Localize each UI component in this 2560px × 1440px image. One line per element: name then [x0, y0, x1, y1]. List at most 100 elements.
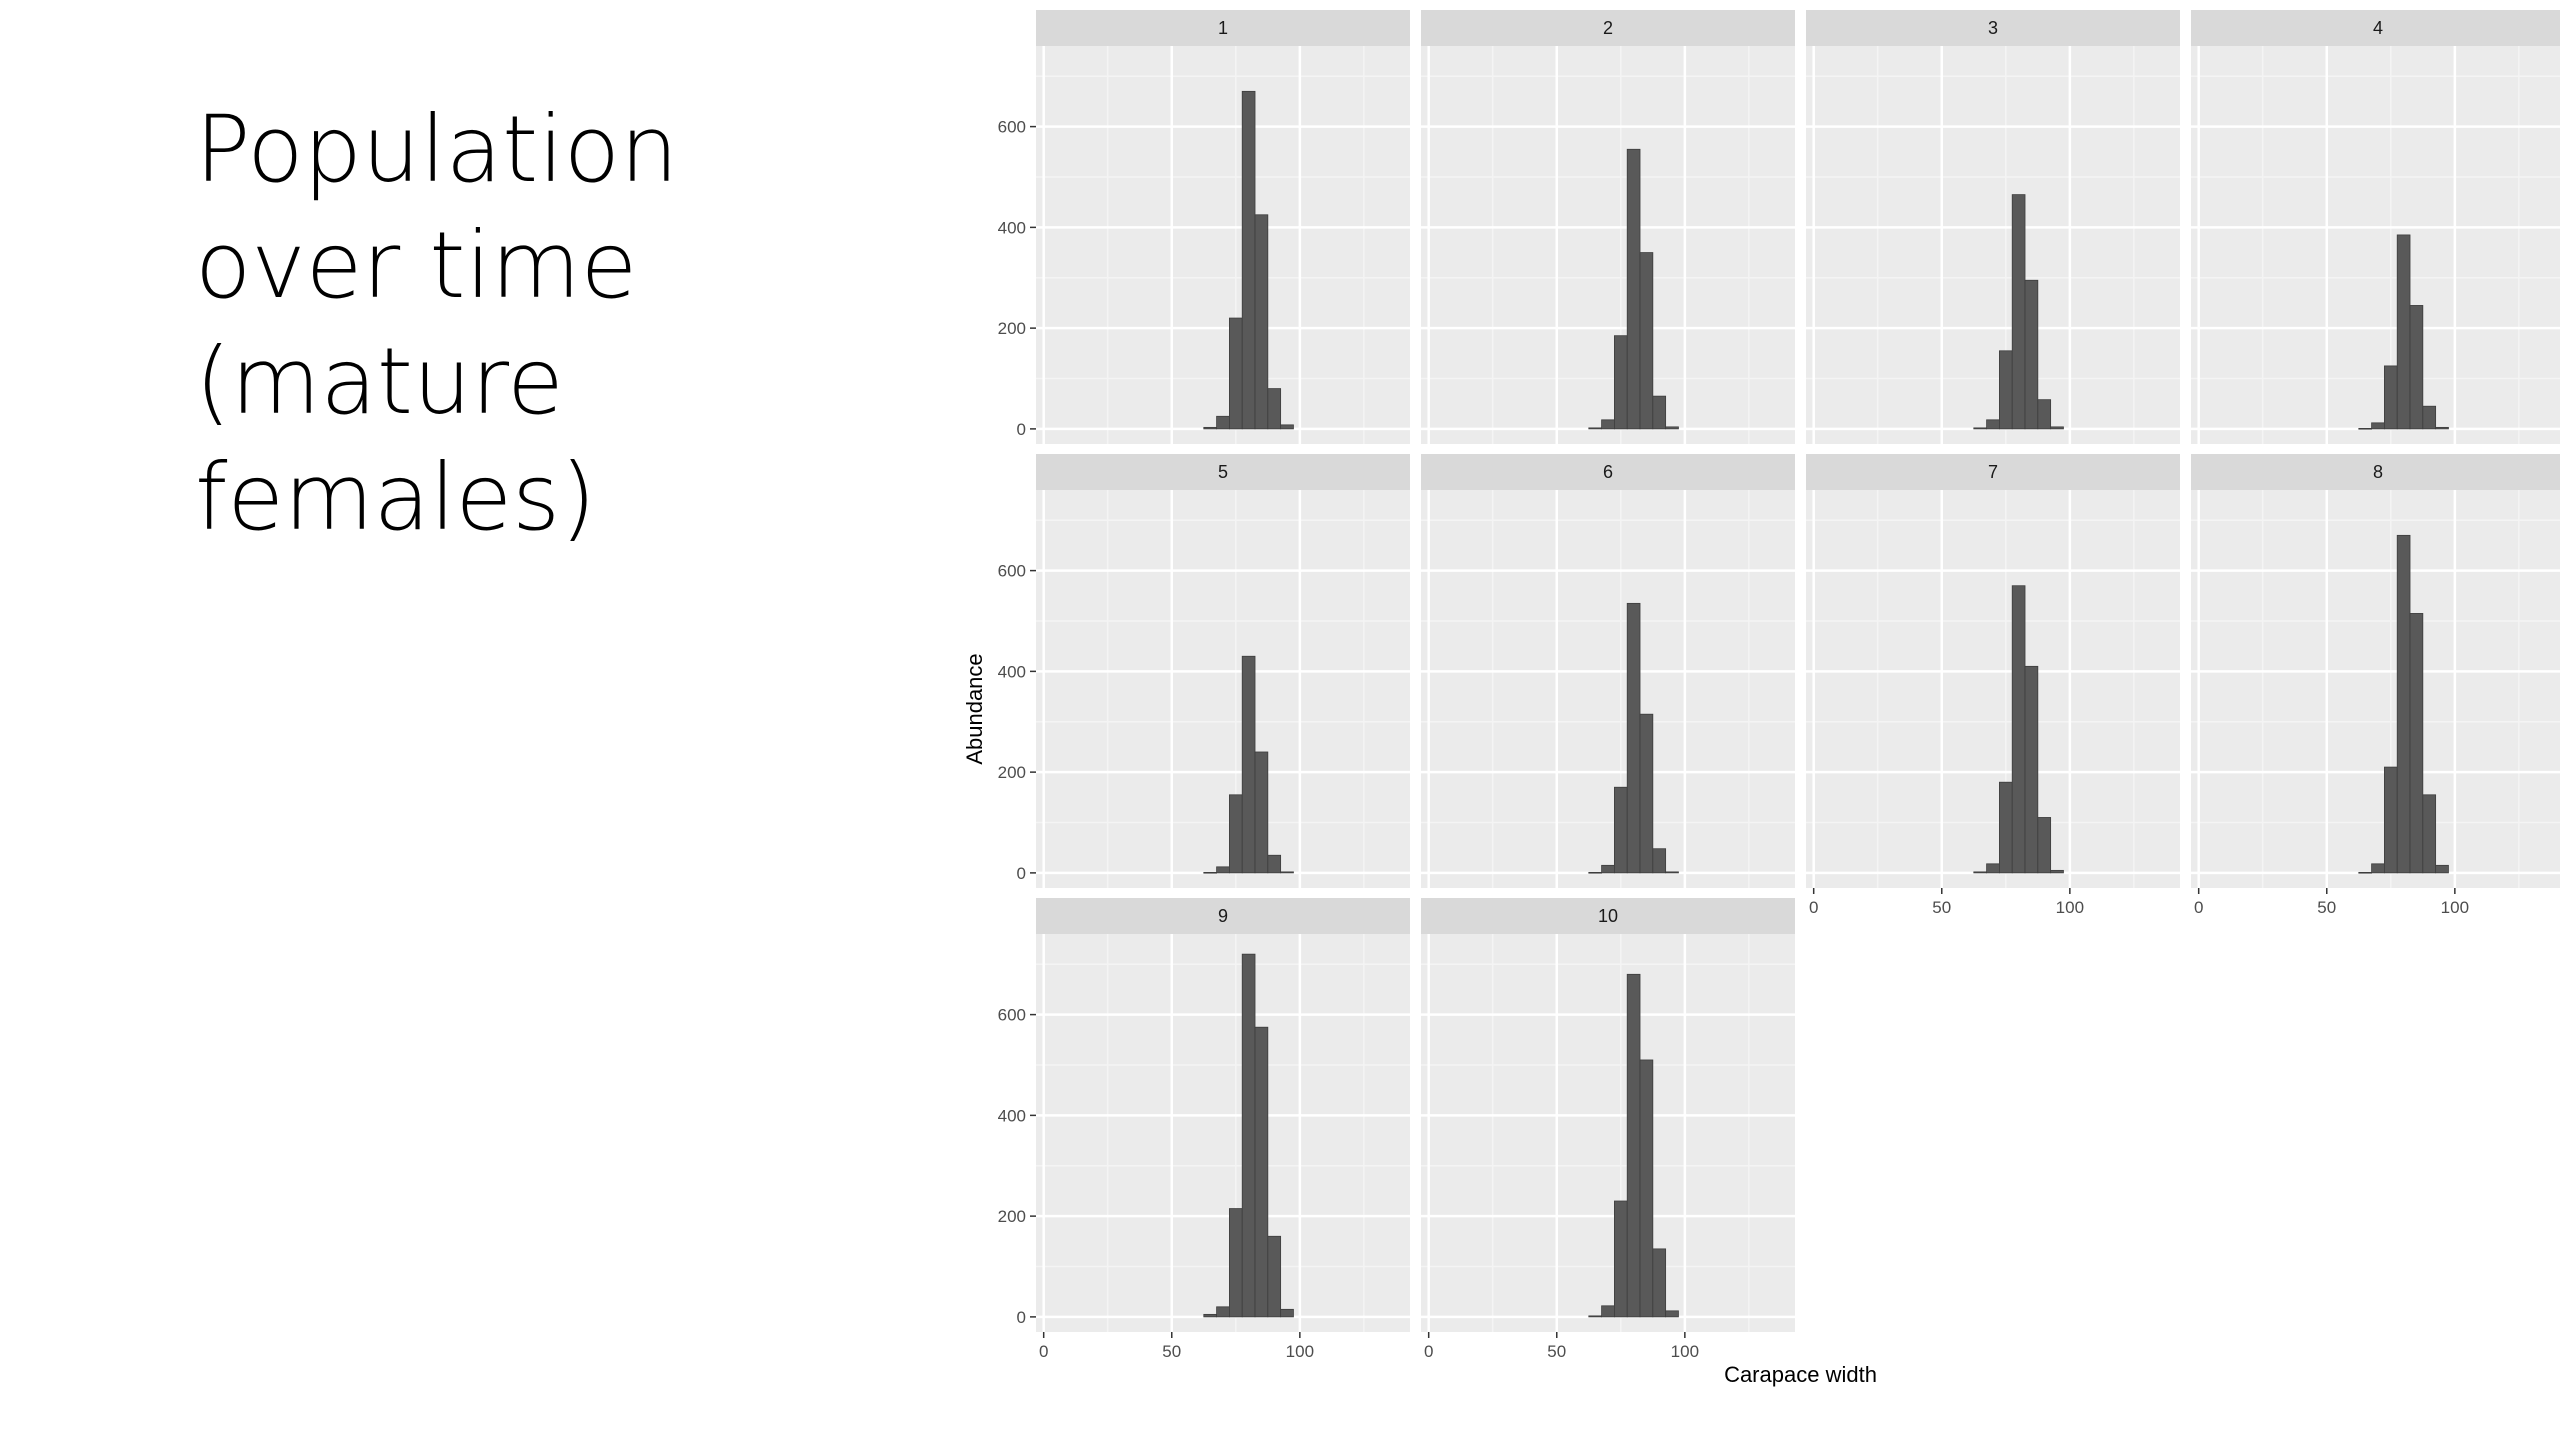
histogram-bar: [1601, 1305, 1615, 1318]
facet-strip-label: 10: [1598, 906, 1618, 926]
histogram-bar: [1216, 1306, 1230, 1318]
histogram-bar: [1973, 871, 1987, 874]
slide-title-line: females): [195, 444, 596, 551]
y-tick-label: 600: [998, 118, 1026, 137]
facet-strip-label: 8: [2373, 462, 2383, 482]
panel-background: [1421, 490, 1795, 888]
histogram-bar: [1614, 335, 1628, 430]
facet-strip-label: 2: [1603, 18, 1613, 38]
histogram-bar: [2011, 194, 2026, 430]
y-tick-label: 400: [998, 662, 1026, 681]
histogram-bar: [1588, 1315, 1602, 1318]
panel-background: [2191, 46, 2560, 444]
y-tick-label: 600: [998, 1006, 1026, 1025]
histogram-bar: [1614, 1200, 1628, 1318]
histogram-bar: [1280, 424, 1294, 430]
histogram-bar: [1999, 781, 2013, 874]
histogram-bar: [1601, 864, 1615, 874]
histogram-bar: [1665, 426, 1679, 430]
histogram-bar: [1280, 871, 1294, 874]
histogram-bar: [1241, 655, 1256, 874]
y-tick-label: 400: [998, 1106, 1026, 1125]
histogram-bar: [1203, 1313, 1217, 1318]
histogram-bar: [1986, 863, 2000, 874]
panel-background: [1036, 934, 1410, 1332]
x-tick-label: 100: [2441, 898, 2469, 917]
facet-strip: [1036, 454, 1410, 490]
facet-strip: [1421, 10, 1795, 46]
histogram-bar: [1601, 419, 1615, 430]
slide-title-line: (mature: [195, 328, 564, 435]
facet-strip-label: 1: [1218, 18, 1228, 38]
facet-strip: [2191, 10, 2560, 46]
facet-strip: [2191, 454, 2560, 490]
facet-strip-label: 9: [1218, 906, 1228, 926]
histogram-bar: [2371, 422, 2385, 430]
facet-strip-label: 6: [1603, 462, 1613, 482]
histogram-bar: [1254, 1026, 1269, 1318]
histogram-bar: [1267, 388, 1282, 430]
histogram-bar: [2409, 613, 2424, 874]
histogram-bar: [1626, 148, 1641, 430]
histogram-bar: [2358, 871, 2372, 874]
x-tick-label: 100: [1286, 1342, 1314, 1361]
histogram-bar: [1665, 871, 1679, 874]
x-tick-label: 50: [1162, 1342, 1181, 1361]
histogram-bar: [1652, 848, 1667, 874]
histogram-bar: [1267, 1235, 1282, 1318]
facet-strip: [1421, 898, 1795, 934]
x-axis-title: Carapace width: [1724, 1362, 1877, 1387]
histogram-bar: [1639, 713, 1654, 874]
slide-title: Population over time (mature females): [195, 92, 895, 556]
x-tick-label: 50: [1547, 1342, 1566, 1361]
facet-strip: [1421, 454, 1795, 490]
panel-background: [1806, 490, 2180, 888]
facet-strip-label: 3: [1988, 18, 1998, 38]
x-tick-label: 50: [1932, 898, 1951, 917]
histogram-bar: [1999, 350, 2013, 430]
histogram-bar: [2011, 585, 2026, 874]
histogram-bar: [2050, 869, 2064, 874]
histogram-bar: [1254, 214, 1269, 430]
histogram-bar: [2435, 426, 2449, 430]
x-tick-label: 100: [1671, 1342, 1699, 1361]
panel-background: [1421, 934, 1795, 1332]
panel-background: [2191, 490, 2560, 888]
histogram-bar: [1639, 1059, 1654, 1318]
y-tick-label: 0: [1017, 420, 1026, 439]
x-tick-label: 0: [1424, 1342, 1433, 1361]
histogram-bar: [2371, 863, 2385, 874]
histogram-bar: [2358, 427, 2372, 430]
x-tick-label: 50: [2317, 898, 2336, 917]
histogram-bar: [1626, 602, 1641, 874]
y-tick-label: 200: [998, 319, 1026, 338]
histogram-bar: [2396, 234, 2411, 430]
histogram-bar: [2384, 766, 2398, 874]
histogram-bar: [1652, 1248, 1667, 1318]
histogram-bar: [1229, 1208, 1243, 1318]
histogram-bar: [2422, 794, 2437, 874]
panel-background: [1036, 490, 1410, 888]
y-axis-title: Abundance: [962, 653, 987, 764]
histogram-bar: [2037, 399, 2052, 430]
histogram-bar: [1588, 871, 1602, 874]
histogram-bar: [1588, 427, 1602, 430]
facet-strip-label: 7: [1988, 462, 1998, 482]
histogram-bar: [2396, 534, 2411, 874]
slide-title-line: Population: [195, 96, 679, 203]
histogram-bar: [1203, 871, 1217, 874]
y-tick-label: 400: [998, 218, 1026, 237]
y-tick-label: 0: [1017, 1308, 1026, 1327]
histogram-bar: [1229, 317, 1243, 430]
histogram-bar: [2024, 665, 2039, 874]
facet-strip: [1036, 10, 1410, 46]
histogram-bar: [2384, 365, 2398, 430]
histogram-bar: [1973, 427, 1987, 430]
histogram-bar: [1652, 395, 1667, 430]
histogram-bar: [1665, 1310, 1679, 1318]
panel-background: [1806, 46, 2180, 444]
y-tick-label: 600: [998, 562, 1026, 581]
facet-strip-label: 5: [1218, 462, 1228, 482]
facet-strip: [1806, 454, 2180, 490]
